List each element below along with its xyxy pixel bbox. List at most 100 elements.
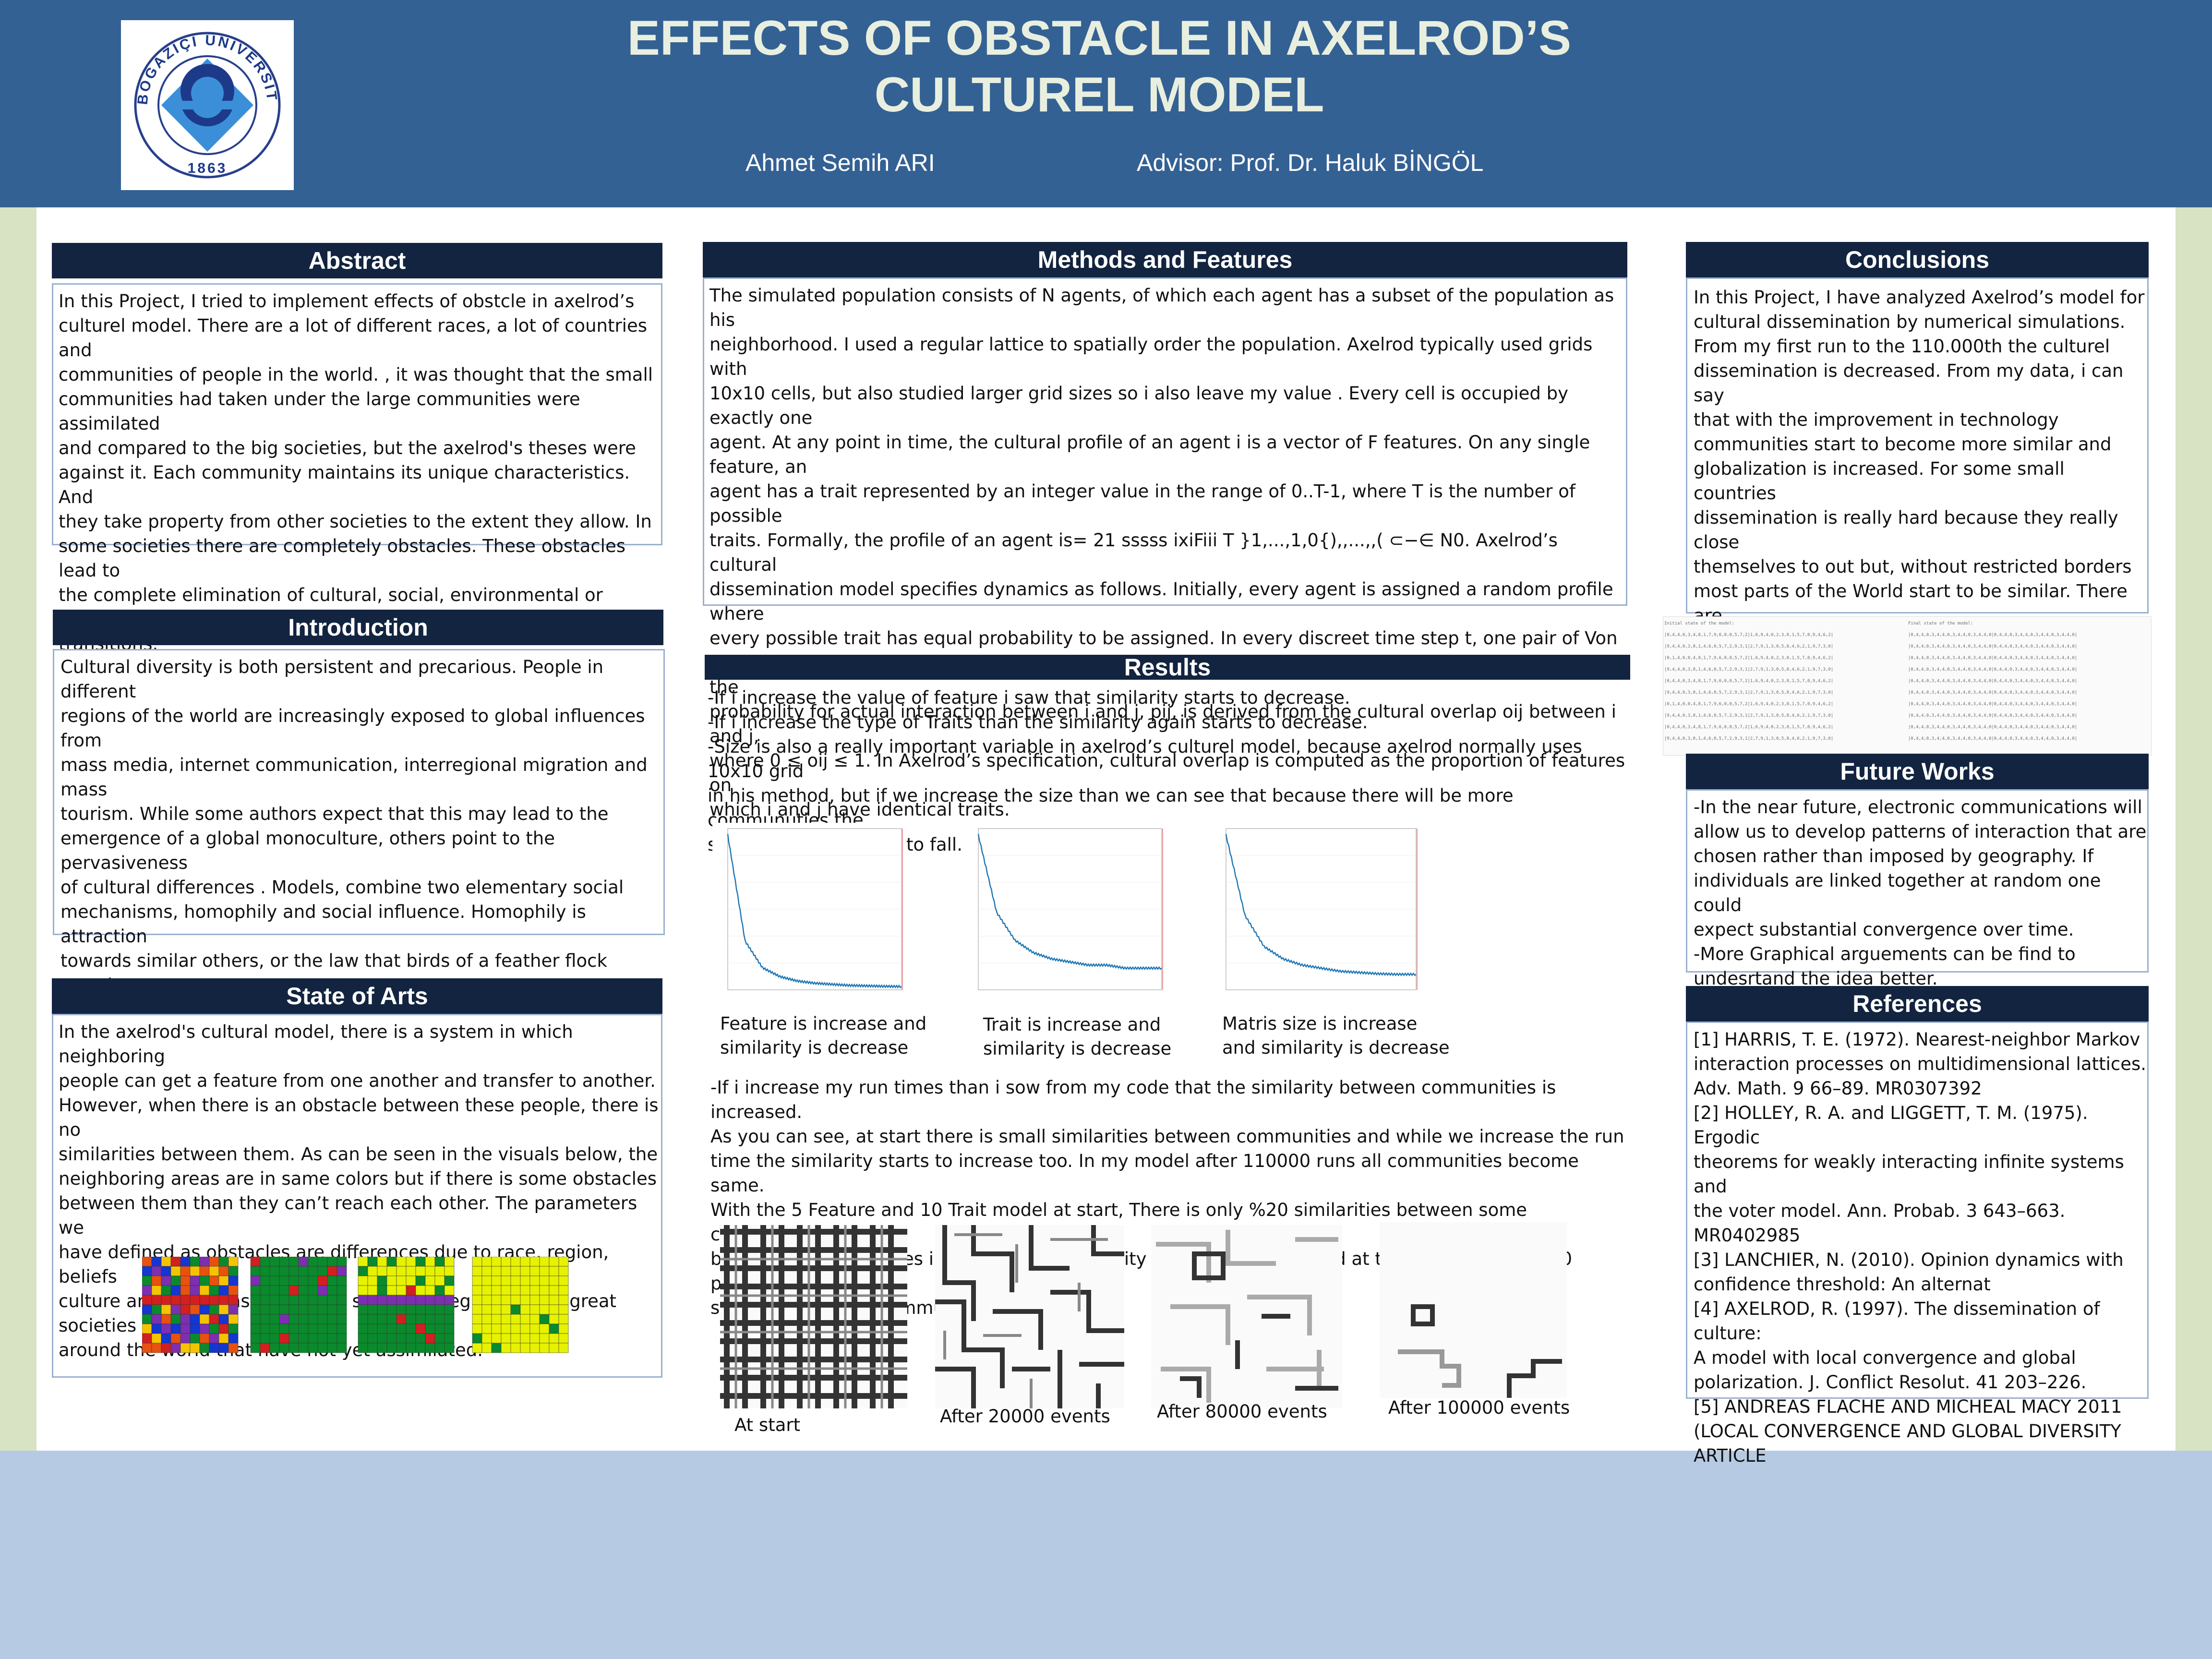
- methods-line: neighborhood. I used a regular lattice t…: [709, 334, 1593, 379]
- grid-cell: [386, 1343, 397, 1353]
- grid-cell: [415, 1295, 426, 1305]
- grid-cell: [415, 1285, 426, 1296]
- grid-cell: [377, 1257, 387, 1267]
- grid-cell: [327, 1304, 337, 1315]
- state-grid-0: [142, 1257, 239, 1353]
- future-works-box: [1686, 789, 2149, 973]
- abstract-heading: Abstract: [52, 243, 662, 278]
- logo-year: 1863: [188, 160, 228, 176]
- grid-cell: [415, 1275, 426, 1286]
- grid-cell: [337, 1285, 347, 1296]
- grid-cell: [260, 1304, 270, 1315]
- references-line: MR0402985: [1694, 1225, 1801, 1246]
- pattern-after-80000: [1151, 1225, 1342, 1408]
- references-line: interaction processes on multidimensiona…: [1694, 1054, 2147, 1074]
- grid-cell: [199, 1314, 210, 1324]
- results-bottom-line: -If i increase my run times than i sow f…: [710, 1077, 1556, 1122]
- grid-cell: [396, 1257, 407, 1267]
- grid-cell: [151, 1343, 162, 1353]
- state-grid-3: [472, 1257, 569, 1353]
- grid-cell: [298, 1333, 309, 1344]
- grid-cell: [317, 1333, 328, 1344]
- grid-cell: [161, 1314, 171, 1324]
- grid-cell: [558, 1323, 569, 1334]
- grid-cell: [317, 1266, 328, 1276]
- grid-cell: [549, 1323, 559, 1334]
- grid-cell: [425, 1333, 435, 1344]
- grid-cell: [491, 1266, 502, 1276]
- future-works-line: undesrtand the idea better.: [1694, 968, 1938, 989]
- grid-cell: [298, 1257, 309, 1267]
- grid-cell: [396, 1323, 407, 1334]
- left-strip: [0, 207, 36, 1451]
- grid-cell: [298, 1323, 309, 1334]
- abstract-text: In this Project, I tried to implement ef…: [59, 289, 659, 656]
- grid-cell: [558, 1304, 569, 1315]
- grid-cell: [386, 1314, 397, 1324]
- grid-cell: [491, 1314, 502, 1324]
- grid-cell: [269, 1304, 280, 1315]
- references-line: [5] ANDREAS FLACHE AND MICHEAL MACY 2011: [1694, 1396, 2122, 1417]
- grid-cell: [396, 1266, 407, 1276]
- grid-cell: [298, 1285, 309, 1296]
- grid-cell: [269, 1323, 280, 1334]
- grid-cell: [386, 1333, 397, 1344]
- grid-cell: [520, 1314, 530, 1324]
- grid-cell: [558, 1295, 569, 1305]
- grid-cell: [269, 1333, 280, 1344]
- conclusions-line: globalization is increased. For some sma…: [1694, 458, 2065, 504]
- grid-cell: [327, 1275, 337, 1286]
- abstract-box: [52, 283, 662, 545]
- grid-cell: [327, 1257, 337, 1267]
- grid-cell: [425, 1314, 435, 1324]
- grid-cell: [425, 1266, 435, 1276]
- abstract-line: communities had taken under the large co…: [59, 389, 580, 434]
- grid-cell: [396, 1333, 407, 1344]
- chart-caption-1-line-2: similarity is decrease: [720, 1037, 909, 1058]
- grid-cell: [308, 1333, 318, 1344]
- grid-cell: [558, 1285, 569, 1296]
- grid-cell: [337, 1257, 347, 1267]
- grid-cell: [472, 1266, 482, 1276]
- grid-cell: [199, 1275, 210, 1286]
- grid-cell: [218, 1323, 229, 1334]
- grid-cell: [209, 1323, 219, 1334]
- poster-title: EFFECTS OF OBSTACLE IN AXELROD’S CULTURE…: [576, 10, 1623, 123]
- grid-cell: [358, 1257, 368, 1267]
- chart-caption-2-line-2: similarity is decrease: [983, 1038, 1172, 1059]
- grid-cell: [317, 1295, 328, 1305]
- grid-cell: [337, 1275, 347, 1286]
- grid-cell: [406, 1304, 416, 1315]
- grid-cell: [161, 1343, 171, 1353]
- grid-cell: [161, 1323, 171, 1334]
- grid-cell: [415, 1333, 426, 1344]
- grid-cell: [501, 1295, 511, 1305]
- grid-cell: [279, 1266, 289, 1276]
- grid-cell: [539, 1314, 550, 1324]
- chart-series-line: [977, 834, 1162, 971]
- grid-cell: [386, 1323, 397, 1334]
- methods-line: traits. Formally, the profile of an agen…: [709, 530, 1558, 575]
- grid-cell: [377, 1266, 387, 1276]
- grid-cell: [190, 1275, 200, 1286]
- pattern-label-100000: After 100000 events: [1388, 1397, 1570, 1418]
- grid-cell: [377, 1323, 387, 1334]
- grid-cell: [218, 1304, 229, 1315]
- references-line: polarization. J. Conflict Resolut. 41 20…: [1694, 1372, 2087, 1393]
- chart-caption-3-line-2: and similarity is decrease: [1222, 1037, 1450, 1058]
- grid-cell: [406, 1285, 416, 1296]
- grid-cell: [279, 1343, 289, 1353]
- chart-caption-3: Matris size is increase and similarity i…: [1222, 1012, 1450, 1060]
- grid-cell: [317, 1314, 328, 1324]
- grid-cell: [377, 1275, 387, 1286]
- grid-cell: [481, 1275, 492, 1286]
- grid-cell: [386, 1275, 397, 1286]
- grid-cell: [501, 1343, 511, 1353]
- grid-cell: [472, 1304, 482, 1315]
- grid-cell: [510, 1333, 521, 1344]
- grid-cell: [228, 1323, 239, 1334]
- grid-cell: [396, 1314, 407, 1324]
- grid-cell: [481, 1314, 492, 1324]
- grid-cell: [260, 1285, 270, 1296]
- grid-cell: [434, 1343, 445, 1353]
